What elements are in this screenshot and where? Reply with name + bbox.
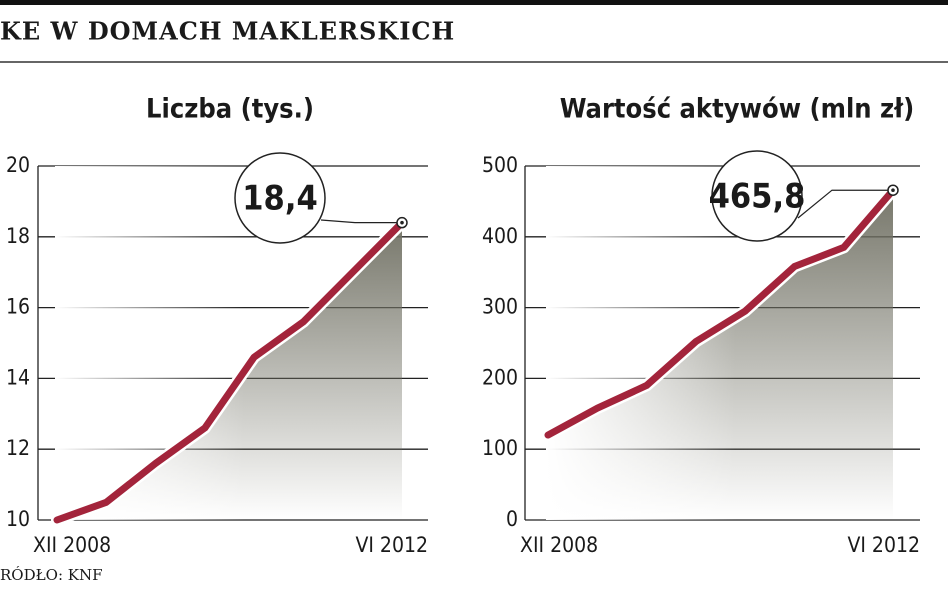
callout-circle [234,152,326,244]
area [57,222,402,520]
callout-line [320,219,402,224]
x-tick-label: XII 2008 [520,533,598,557]
end-dot [400,220,404,225]
y-tick-label: 300 [482,295,518,319]
top-bar [0,0,948,5]
y-tick-label: 200 [482,365,518,389]
line [544,186,897,439]
line [53,219,406,524]
x-tick-label: VI 2012 [355,533,428,557]
value-label: 18,4 [242,179,317,219]
x-tick-label: VI 2012 [847,533,920,557]
callout-line [797,189,893,219]
chart-subtitle: Liczba (tys.) [146,94,314,125]
header-title: KE W DOMACH MAKLERSKICH [0,17,455,46]
x-tick-label: XII 2008 [33,533,111,557]
y-tick-label: 14 [6,365,30,389]
y-tick-label: 20 [6,153,30,177]
y-tick-label: 16 [6,295,30,319]
chart-subtitle: Wartość aktywów (mln zł) [560,94,915,125]
value-label: 465,8 [709,177,806,217]
y-tick-label: 500 [482,153,518,177]
y-tick-label: 400 [482,224,518,248]
y-tick-label: 10 [6,507,30,531]
y-tick-label: 100 [482,436,518,460]
callout-circle [711,150,803,242]
y-tick-label: 18 [6,224,30,248]
y-tick-label: 12 [6,436,30,460]
source: RÓDŁO: KNF [0,566,103,584]
end-dot [891,188,895,193]
y-tick-label: 0 [506,507,518,531]
area-fade [546,166,736,520]
